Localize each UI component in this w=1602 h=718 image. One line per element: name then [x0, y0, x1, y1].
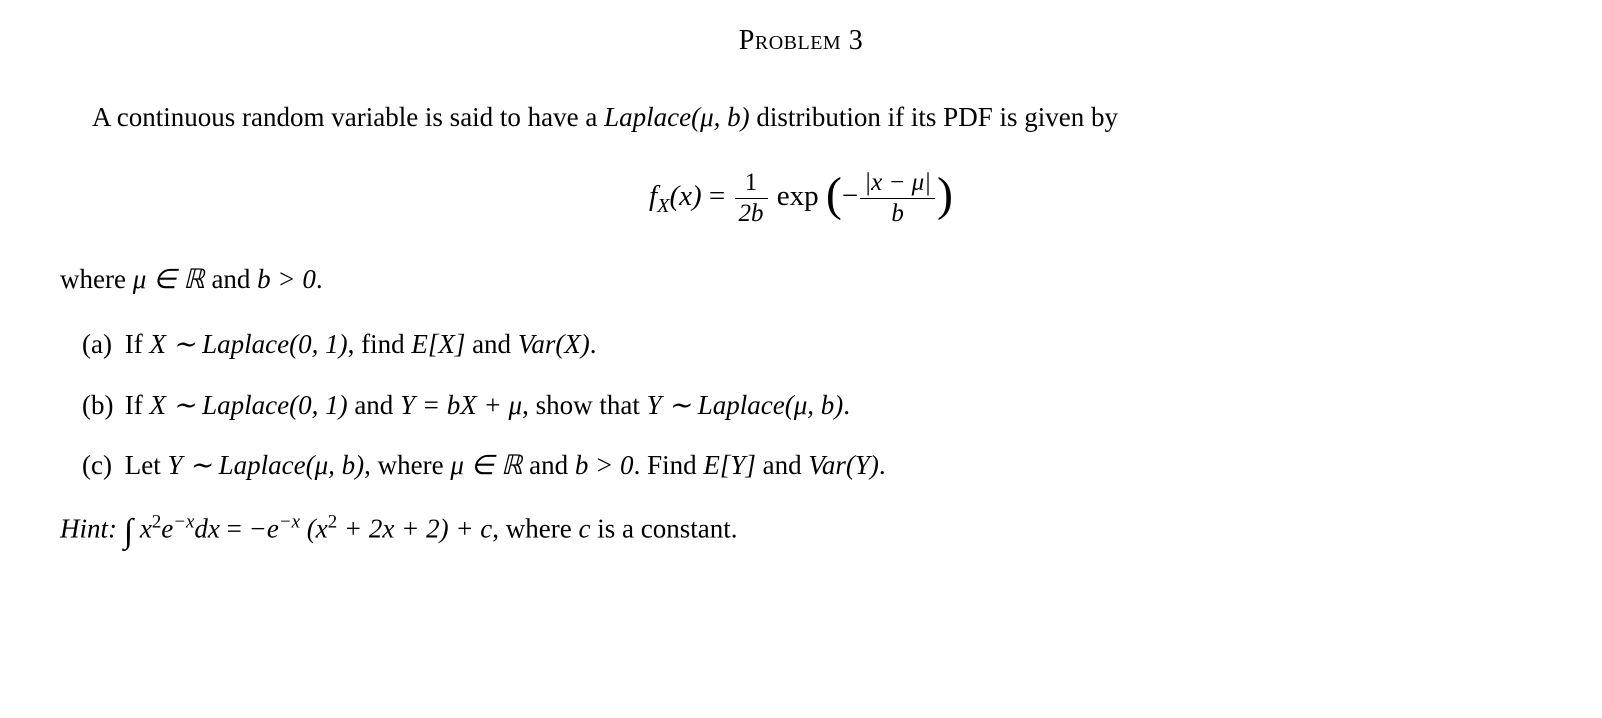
part-a-expr2: Var(X) — [518, 329, 590, 359]
integral-icon: ∫ — [124, 513, 133, 550]
intro-paragraph: A continuous random variable is said to … — [60, 97, 1542, 138]
hint-sup1: 2 — [152, 511, 161, 532]
part-c-cond1: μ ∈ ℝ — [450, 450, 522, 480]
part-c-conj1: and — [522, 450, 574, 480]
part-b-end: . — [843, 390, 850, 420]
hint-tail2: is a constant. — [590, 513, 737, 543]
intro-after: distribution if its PDF is given by — [750, 102, 1118, 132]
hint-eq: = — [220, 513, 249, 543]
exp-frac-num: |x − μ| — [860, 168, 935, 199]
part-c-middle2: . Find — [634, 450, 704, 480]
intro-before: A continuous random variable is said to … — [92, 102, 604, 132]
part-a-end: . — [590, 329, 597, 359]
exp-minus: − — [842, 180, 858, 212]
formula-equals: = — [702, 180, 733, 212]
part-b: (b) If X ∼ Laplace(0, 1) and Y = bX + μ,… — [82, 385, 1542, 426]
formula-f: f — [649, 180, 657, 212]
part-b-yexpr: Y = bX + μ — [400, 390, 522, 420]
hint-tail: , where — [492, 513, 578, 543]
part-b-middle1: and — [348, 390, 400, 420]
formula-coef-fraction: 12b — [735, 168, 768, 229]
part-a-dist: X ∼ Laplace(0, 1) — [149, 329, 347, 359]
where-and: and — [205, 264, 257, 294]
hint-line: Hint: ∫ x2e−xdx = −e−x (x2 + 2x + 2) + c… — [60, 506, 1542, 557]
part-c-expr2: Var(Y) — [808, 450, 879, 480]
part-a-conj: and — [465, 329, 517, 359]
formula-arg: (x) — [669, 180, 701, 212]
hint-dx: dx — [194, 513, 219, 543]
pdf-formula: fX(x) = 12b exp (−|x − μ|b) — [60, 168, 1542, 229]
intro-distribution: Laplace(μ, b) — [604, 102, 750, 132]
formula-subscript: X — [657, 194, 669, 216]
part-b-before: If — [125, 390, 150, 420]
part-c-middle1: , where — [364, 450, 450, 480]
part-c-dist: Y ∼ Laplace(μ, b) — [167, 450, 364, 480]
hint-neg-e: −e — [249, 513, 279, 543]
exp-content: −|x − μ|b — [842, 168, 937, 229]
part-c-cond2: b > 0 — [575, 450, 634, 480]
problem-title: Problem 3 — [60, 20, 1542, 62]
hint-e: e — [161, 513, 173, 543]
part-c-conj2: and — [756, 450, 808, 480]
part-c-expr1: E[Y] — [703, 450, 756, 480]
part-b-label: (b) — [82, 385, 118, 426]
part-c-end: . — [879, 450, 886, 480]
where-period: . — [316, 264, 323, 294]
part-a-middle: , find — [348, 329, 412, 359]
part-c-before: Let — [125, 450, 168, 480]
where-before: where — [60, 264, 133, 294]
part-b-dist1: X ∼ Laplace(0, 1) — [149, 390, 347, 420]
part-c: (c) Let Y ∼ Laplace(μ, b), where μ ∈ ℝ a… — [82, 445, 1542, 486]
where-mu: μ ∈ ℝ — [133, 264, 205, 294]
part-c-label: (c) — [82, 445, 118, 486]
hint-x: x — [140, 513, 152, 543]
part-a: (a) If X ∼ Laplace(0, 1), find E[X] and … — [82, 324, 1542, 365]
part-a-label: (a) — [82, 324, 118, 365]
hint-sup2: −x — [173, 511, 194, 532]
hint-rhs-sup2: 2 — [328, 511, 337, 532]
hint-rhs-paren: (x — [300, 513, 328, 543]
hint-c: c — [579, 513, 591, 543]
formula-exp-label: exp — [770, 180, 826, 212]
part-b-dist2: Y ∼ Laplace(μ, b) — [647, 390, 844, 420]
title-text: Problem 3 — [739, 25, 863, 56]
exp-fraction: |x − μ|b — [860, 168, 935, 229]
where-b: b > 0 — [257, 264, 316, 294]
hint-rhs-sup: −x — [279, 511, 300, 532]
part-b-middle2: , show that — [522, 390, 647, 420]
hint-label: Hint: — [60, 513, 117, 543]
coef-num: 1 — [735, 168, 768, 199]
coef-den: 2b — [735, 199, 768, 229]
hint-rhs-rest: + 2x + 2) + c — [337, 513, 492, 543]
exp-frac-den: b — [860, 199, 935, 229]
part-a-expr1: E[X] — [411, 329, 465, 359]
where-line: where μ ∈ ℝ and b > 0. — [60, 259, 1542, 300]
part-a-before: If — [125, 329, 150, 359]
